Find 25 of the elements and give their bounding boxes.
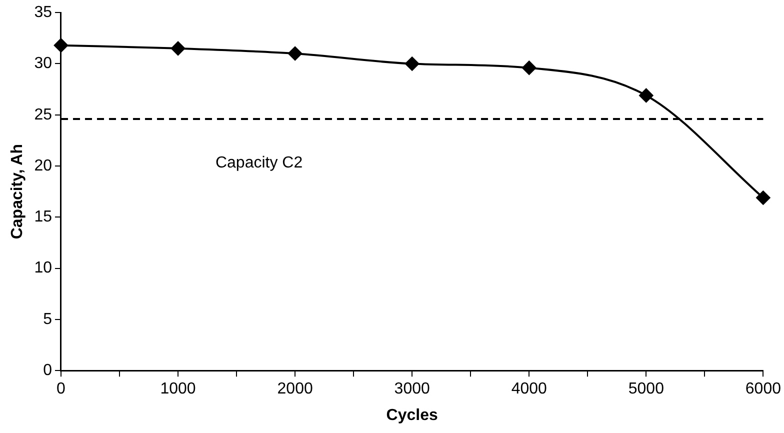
point: [54, 38, 68, 52]
point: [171, 41, 186, 56]
x-tick-label: 5000: [628, 380, 664, 398]
y-axis-title: Capacity, Ah: [9, 144, 26, 240]
y-tick-label: 10: [34, 260, 52, 277]
point: [639, 88, 654, 102]
x-tick-label: 6000: [745, 380, 782, 398]
x-tick-label: 3000: [394, 380, 430, 398]
point: [288, 46, 302, 61]
ref-line-label: Capacity C2: [215, 154, 303, 172]
x-tick-label: 0: [56, 380, 66, 398]
x-tick-label: 1000: [160, 380, 196, 398]
y-tick-label: 30: [34, 55, 52, 72]
y-tick-label: 35: [34, 4, 52, 22]
x-axis-title: Cycles: [386, 406, 438, 424]
y-tick-label: 0: [43, 362, 52, 380]
y-tick-label: 5: [43, 310, 52, 328]
y-tick-label: 20: [34, 157, 52, 174]
y-tick-label: 15: [34, 208, 52, 226]
point: [522, 60, 536, 75]
x-tick-label: 4000: [511, 380, 548, 398]
point: [405, 56, 420, 71]
point: [756, 190, 770, 205]
x-tick-label: 2000: [277, 380, 313, 398]
y-tick-label: 25: [34, 106, 52, 124]
